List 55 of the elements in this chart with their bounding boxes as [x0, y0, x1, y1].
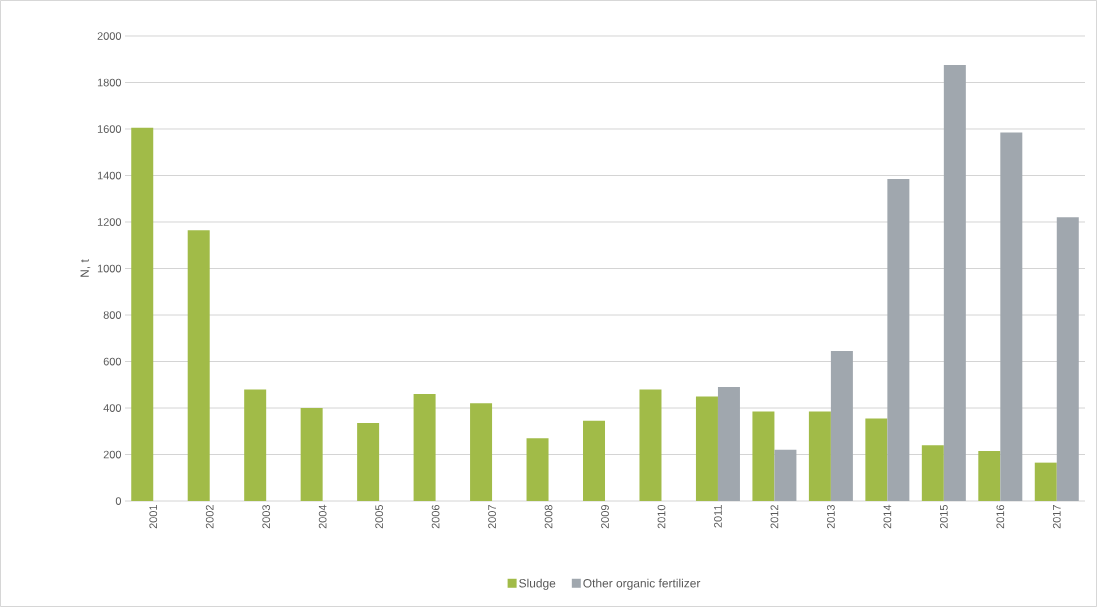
- x-tick-label: 2017: [1052, 505, 1061, 529]
- bar: [470, 403, 493, 501]
- bar: [131, 127, 154, 501]
- bar: [526, 438, 549, 501]
- x-tick-label: 2002: [205, 505, 214, 529]
- legend-label: Sludge: [519, 578, 556, 590]
- bar: [921, 445, 944, 501]
- y-tick-label: 0: [115, 497, 122, 505]
- y-tick-label: 1600: [97, 125, 122, 133]
- x-tick-label: 2016: [996, 505, 1005, 529]
- y-tick-label: 800: [103, 311, 122, 319]
- y-tick-label: 2000: [97, 32, 122, 40]
- y-tick-label: 200: [103, 450, 122, 459]
- bar: [830, 351, 853, 501]
- y-axis-title: N, t: [80, 259, 91, 277]
- x-tick-label: 2015: [939, 504, 948, 529]
- x-tick-label: 2004: [318, 504, 327, 529]
- bar: [808, 411, 831, 501]
- x-tick-label: 2011: [714, 505, 722, 528]
- bar: [1056, 217, 1079, 501]
- bar: [1000, 132, 1023, 501]
- bar: [887, 178, 910, 501]
- x-tick-label: 2006: [431, 505, 440, 529]
- x-tick-label: 2013: [827, 505, 835, 529]
- x-tick-label: 2014: [883, 504, 892, 529]
- x-tick-label: 2010: [657, 504, 666, 529]
- y-tick-label: 1400: [97, 171, 122, 180]
- bar: [774, 449, 797, 501]
- y-tick-label: 600: [103, 357, 122, 366]
- bar: [865, 418, 888, 501]
- bar: [413, 394, 436, 501]
- bar: [187, 230, 210, 501]
- bar: [943, 65, 966, 501]
- bar: [717, 387, 740, 501]
- x-tick-label: 2007: [488, 505, 496, 529]
- bar: [752, 411, 775, 501]
- y-tick-label: 400: [103, 404, 122, 412]
- legend-label: Other organic fertilizer: [583, 578, 701, 590]
- x-tick-label: 2001: [149, 505, 158, 529]
- x-tick-label: 2012: [770, 505, 779, 529]
- x-tick-label: 2005: [375, 504, 383, 529]
- bar: [357, 423, 380, 501]
- bar: [695, 396, 718, 501]
- x-tick-label: 2008: [544, 505, 553, 529]
- y-tick-label: 1000: [97, 264, 122, 273]
- bar: [244, 389, 267, 501]
- x-tick-label: 2009: [601, 505, 609, 529]
- bar: [1034, 462, 1057, 501]
- bar: [978, 451, 1001, 501]
- bar: [583, 420, 606, 501]
- bar: [639, 389, 662, 501]
- x-tick-label: 2003: [262, 505, 271, 529]
- y-tick-label: 1800: [97, 78, 122, 87]
- y-tick-label: 1200: [97, 218, 122, 226]
- bar: [300, 408, 323, 501]
